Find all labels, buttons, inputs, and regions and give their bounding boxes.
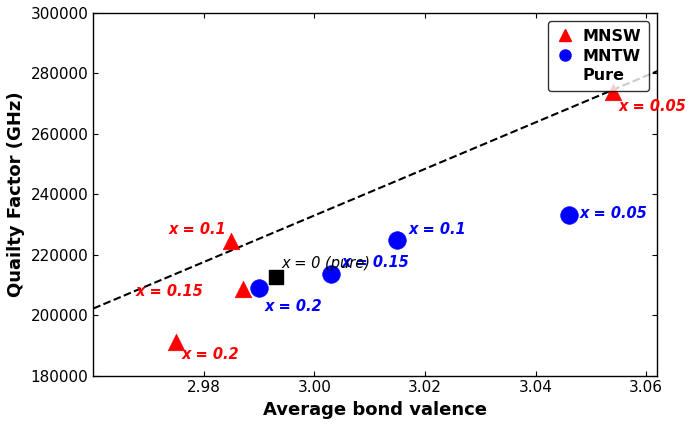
Point [254, 285, 265, 291]
Point [392, 236, 403, 243]
Text: x = 0.1: x = 0.1 [168, 222, 226, 236]
Point [270, 274, 281, 281]
Point [170, 339, 181, 346]
Legend: MNSW, MNTW, Pure: MNSW, MNTW, Pure [548, 21, 649, 92]
Point [607, 88, 619, 95]
Text: x = 0.2: x = 0.2 [181, 347, 239, 362]
Text: x = 0.1: x = 0.1 [409, 222, 466, 236]
Text: x = 0 (pure): x = 0 (pure) [281, 256, 370, 271]
Point [563, 212, 574, 219]
Text: x = 0.15: x = 0.15 [136, 284, 204, 299]
Text: x = 0.15: x = 0.15 [342, 255, 410, 270]
Point [325, 271, 336, 278]
Y-axis label: Quailty Factor (GHz): Quailty Factor (GHz) [7, 92, 25, 297]
Text: x = 0.05: x = 0.05 [580, 207, 648, 222]
X-axis label: Average bond valence: Average bond valence [263, 401, 487, 419]
Text: x = 0.2: x = 0.2 [265, 299, 322, 314]
Text: x = 0.05: x = 0.05 [619, 99, 686, 114]
Point [226, 238, 237, 245]
Point [237, 286, 248, 293]
